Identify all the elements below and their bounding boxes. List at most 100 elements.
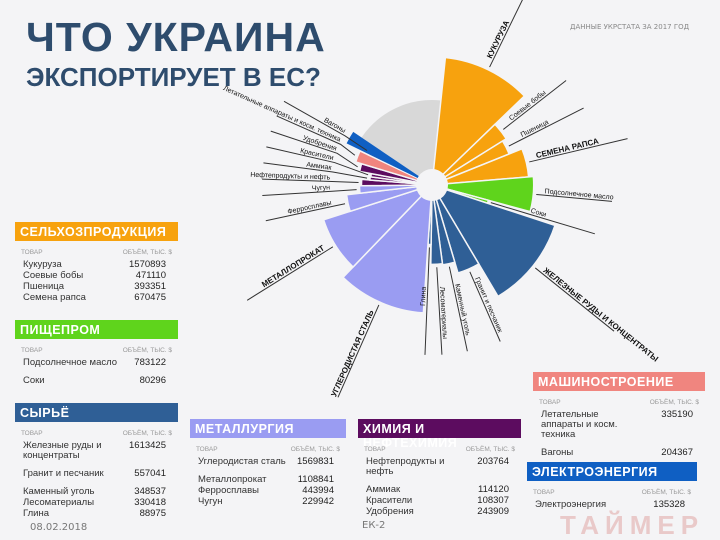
table-row: Гранит и песчаник 557041 xyxy=(23,469,172,479)
item-name: Летательные аппараты и косм. техника xyxy=(541,409,618,440)
item-name: Аммиак xyxy=(366,484,401,495)
table-row: Подсолнечное масло 783122 xyxy=(23,358,172,368)
table-row: Нефтепродукты и нефть 203764 xyxy=(366,457,515,477)
item-name: Подсолнечное масло xyxy=(23,357,118,368)
segment-label: КУКУРУЗА xyxy=(485,19,511,60)
item-value: 348537 xyxy=(134,486,166,497)
section-header: СЕЛЬХОЗПРОДУКЦИЯ xyxy=(15,222,178,241)
leader-line xyxy=(262,178,359,183)
bar-segment xyxy=(358,184,433,195)
table-row: Чугун 229942 xyxy=(198,497,340,507)
item-name: Металлопрокат xyxy=(198,474,267,485)
table-row: Каменный уголь 348537 xyxy=(23,487,172,497)
table-row: Соки 80296 xyxy=(23,376,172,386)
item-value: 1570893 xyxy=(129,259,166,270)
item-name: Железные руды и концентраты xyxy=(23,440,102,461)
section-header: ПИЩЕПРОМ xyxy=(15,320,178,339)
bar-segment xyxy=(345,184,433,213)
section-raw: СЫРЬЁ ТОВАР ОБЪЁМ, ТЫС. $ Железные руды и … xyxy=(15,403,178,520)
segment-label: Ферросплавы xyxy=(287,200,332,216)
leader-line xyxy=(536,193,613,202)
col-item: ТОВАР xyxy=(21,430,43,437)
table-row: Семена рапса 670475 xyxy=(23,293,172,303)
item-name: Электроэнергия xyxy=(535,499,607,510)
item-name: Нефтепродукты и нефть xyxy=(366,456,445,477)
bar-segment xyxy=(431,184,480,274)
column-headers: ТОВАР ОБЪЁМ, ТЫС. $ xyxy=(364,446,515,453)
item-value: 1613425 xyxy=(129,440,166,451)
leader-line xyxy=(424,247,430,355)
table-row: Соевые бобы 471110 xyxy=(23,271,172,281)
table-row: Удобрения 243909 xyxy=(366,507,515,517)
footer-date: 08.02.2018 xyxy=(30,522,88,533)
leader-line xyxy=(263,162,368,179)
table-row: Железные руды и концентраты 1613425 xyxy=(23,441,172,461)
item-value: 88975 xyxy=(139,508,166,519)
col-item: ТОВАР xyxy=(21,249,43,256)
table-row: Глина 88975 xyxy=(23,509,172,519)
segment-label: Лесоматериалы xyxy=(438,286,448,339)
title-line2: ЭКСПОРТИРУЕТ В ЕС? xyxy=(26,62,321,92)
table-row: Пшеница 393351 xyxy=(23,282,172,292)
segment-label: Нефтепродукты и нефть xyxy=(250,172,331,182)
column-headers: ТОВАР ОБЪЁМ, ТЫС. $ xyxy=(21,347,172,354)
leader-line xyxy=(508,107,584,147)
leader-line xyxy=(503,80,567,130)
item-name: Глина xyxy=(23,508,49,519)
source-note: ДАННЫЕ УКРСТАТА ЗА 2017 ГОД xyxy=(570,23,690,31)
item-value: 783122 xyxy=(134,357,166,368)
bar-segment xyxy=(346,131,432,185)
item-name: Семена рапса xyxy=(23,292,86,303)
col-volume: ОБЪЁМ, ТЫС. $ xyxy=(465,446,515,453)
title-line1: ЧТО УКРАИНА xyxy=(26,14,326,60)
table-row: Металлопрокат 1108841 xyxy=(198,475,340,485)
segment-label: УГЛЕРОДИСТАЯ СТАЛЬ xyxy=(329,308,375,398)
col-item: ТОВАР xyxy=(21,347,43,354)
col-volume: ОБЪЁМ, ТЫС. $ xyxy=(649,399,699,406)
item-value: 1108841 xyxy=(297,474,334,485)
section-energy: ЭЛЕКТРОЭНЕРГИЯ ТОВАР ОБЪЁМ, ТЫС. $ Электро… xyxy=(527,462,697,511)
leader-line xyxy=(436,267,443,355)
leader-line xyxy=(490,202,595,235)
section-machine: МАШИНОСТРОЕНИЕ ТОВАР ОБЪЁМ, ТЫС. $ Летател… xyxy=(533,372,705,459)
item-name: Вагоны xyxy=(541,447,574,458)
bar-segment xyxy=(431,123,508,186)
column-headers: ТОВАР ОБЪЁМ, ТЫС. $ xyxy=(21,430,172,437)
leader-line xyxy=(265,203,346,222)
item-value: 204367 xyxy=(661,447,693,458)
item-value: 203764 xyxy=(477,456,509,467)
item-value: 243909 xyxy=(477,506,509,517)
section-chem: ХИМИЯ И НЕФТЕХИМИЯ ТОВАР ОБЪЁМ, ТЫС. $ Неф… xyxy=(358,419,521,518)
table-row: Лесоматериалы 330418 xyxy=(23,498,172,508)
section-header: МЕТАЛЛУРГИЯ xyxy=(190,419,346,438)
leader-line xyxy=(469,271,501,342)
table-row: Аммиак 114120 xyxy=(366,485,515,495)
leader-line xyxy=(246,246,334,301)
segment-label: Глина xyxy=(420,287,428,307)
bar-segment xyxy=(431,56,526,187)
item-value: 443994 xyxy=(302,485,334,496)
item-value: 1569831 xyxy=(297,456,334,467)
item-name: Удобрения xyxy=(366,506,414,517)
column-headers: ТОВАР ОБЪЁМ, ТЫС. $ xyxy=(533,489,691,496)
item-value: 108307 xyxy=(477,495,509,506)
col-volume: ОБЪЁМ, ТЫС. $ xyxy=(641,489,691,496)
item-name: Каменный уголь xyxy=(23,486,95,497)
col-volume: ОБЪЁМ, ТЫС. $ xyxy=(122,430,172,437)
column-headers: ТОВАР ОБЪЁМ, ТЫС. $ xyxy=(196,446,340,453)
col-item: ТОВАР xyxy=(196,446,218,453)
section-food: ПИЩЕПРОМ ТОВАР ОБЪЁМ, ТЫС. $ Подсолнечное … xyxy=(15,320,178,387)
segment-label: Каменный уголь xyxy=(453,283,472,337)
bar-segment xyxy=(322,184,433,269)
col-item: ТОВАР xyxy=(533,489,555,496)
leader-line xyxy=(266,146,369,176)
bar-segment xyxy=(431,175,535,213)
item-name: Кукуруза xyxy=(23,259,62,270)
table-row: Кукуруза 1570893 xyxy=(23,260,172,270)
background-wedge xyxy=(361,100,441,185)
segment-label: СЕМЕНА РАПСА xyxy=(535,136,600,160)
item-value: 335190 xyxy=(661,409,693,420)
bar-segment xyxy=(431,184,456,266)
item-name: Красители xyxy=(366,495,413,506)
